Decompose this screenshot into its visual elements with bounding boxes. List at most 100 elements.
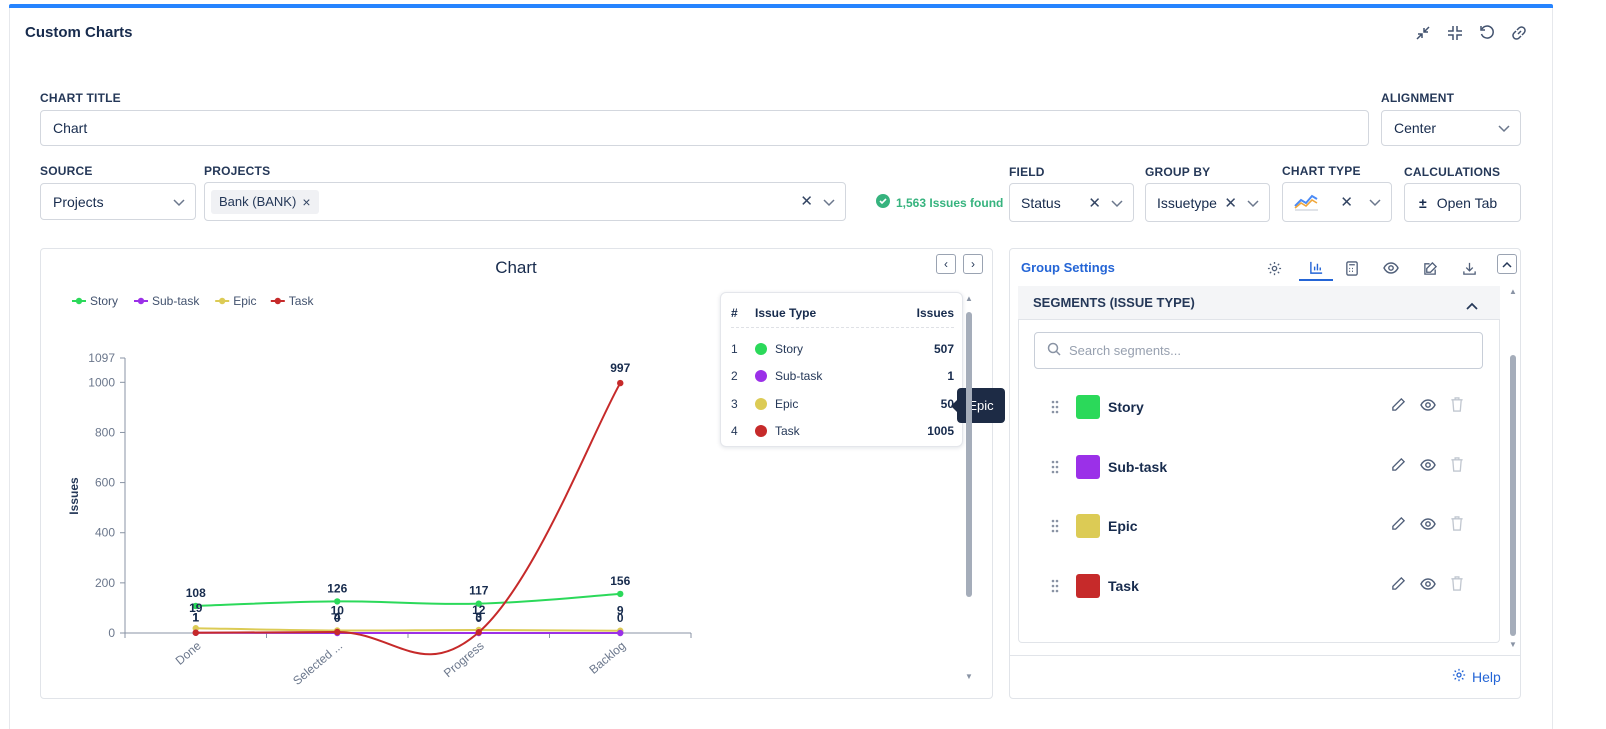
link-icon[interactable] <box>1508 22 1530 44</box>
chart-scrollbar[interactable] <box>966 312 972 597</box>
data-label: 3 <box>475 610 482 624</box>
data-point[interactable] <box>475 600 482 607</box>
plus-minus-icon: ± <box>1419 194 1427 211</box>
issues-found-status: 1,563 Issues found <box>876 194 1003 211</box>
legend-table-row[interactable]: 3 Epic 50 <box>731 390 954 417</box>
scroll-down-arrow[interactable]: ▼ <box>965 672 973 681</box>
chevron-down-icon <box>173 194 185 210</box>
projects-select[interactable]: Bank (BANK) × ✕ <box>204 182 846 221</box>
source-select[interactable]: Projects <box>40 183 196 220</box>
drag-handle-icon[interactable] <box>1050 578 1060 599</box>
drag-handle-icon[interactable] <box>1050 399 1060 420</box>
alignment-select[interactable]: Center <box>1381 110 1521 146</box>
segment-color-swatch[interactable] <box>1076 454 1100 479</box>
edit-icon[interactable] <box>1416 255 1444 281</box>
chevron-right-icon[interactable]: › <box>963 254 983 274</box>
data-point[interactable] <box>475 629 482 636</box>
clear-icon[interactable]: ✕ <box>800 193 813 210</box>
clear-icon[interactable]: ✕ <box>1224 195 1237 212</box>
chevron-left-icon[interactable]: ‹ <box>936 254 956 274</box>
clear-icon[interactable]: ✕ <box>1340 194 1353 211</box>
segments-header[interactable]: SEGMENTS (ISSUE TYPE) <box>1018 286 1500 320</box>
search-icon <box>1047 342 1061 359</box>
x-tick-label: Progress <box>441 639 487 681</box>
eye-icon[interactable] <box>1420 577 1436 595</box>
row-issues: 50 <box>940 396 954 411</box>
pencil-icon[interactable] <box>1391 516 1406 536</box>
groupby-label: GROUP BY <box>1145 165 1211 179</box>
row-issues: 1005 <box>927 424 954 438</box>
data-point[interactable] <box>192 629 199 636</box>
segment-actions <box>1391 576 1464 596</box>
pencil-icon[interactable] <box>1391 576 1406 596</box>
help-link[interactable]: Help <box>1452 668 1501 685</box>
trash-icon[interactable] <box>1450 397 1464 417</box>
calculator-icon[interactable] <box>1338 255 1366 281</box>
drag-handle-icon[interactable] <box>1050 518 1060 539</box>
eye-icon[interactable] <box>1420 398 1436 416</box>
segment-color-swatch[interactable] <box>1076 395 1100 419</box>
data-label: 108 <box>186 586 206 600</box>
source-label: SOURCE <box>40 164 93 178</box>
data-point[interactable] <box>192 625 199 632</box>
eye-icon[interactable] <box>1377 255 1405 281</box>
legend-table-row[interactable]: 4 Task 1005 <box>731 418 954 445</box>
trash-icon[interactable] <box>1450 576 1464 596</box>
data-point[interactable] <box>334 598 341 605</box>
chart-title-input[interactable]: Chart <box>40 110 1369 146</box>
chevron-up-icon[interactable] <box>1466 298 1478 313</box>
segment-row: Story <box>1050 392 1480 422</box>
pencil-icon[interactable] <box>1391 397 1406 417</box>
legend-table-row[interactable]: 2 Sub-task 1 <box>731 363 954 390</box>
scroll-down-arrow[interactable]: ▼ <box>1509 640 1517 649</box>
trash-icon[interactable] <box>1450 456 1464 477</box>
legend-item-epic[interactable]: Epic <box>233 294 256 308</box>
scroll-up-arrow[interactable]: ▲ <box>965 294 973 303</box>
scroll-up-arrow[interactable]: ▲ <box>1509 287 1517 296</box>
legend-item-story[interactable]: Story <box>90 294 118 308</box>
data-point[interactable] <box>617 629 624 637</box>
data-point[interactable] <box>617 590 624 598</box>
clear-icon[interactable]: ✕ <box>1088 195 1101 212</box>
projects-label: PROJECTS <box>204 164 271 178</box>
gear-icon <box>1452 668 1466 685</box>
data-point[interactable] <box>617 379 624 387</box>
legend-item-task[interactable]: Task <box>289 294 315 308</box>
collapse-icon[interactable] <box>1412 22 1434 44</box>
pencil-icon[interactable] <box>1391 457 1406 477</box>
collapse-panel-icon[interactable] <box>1497 254 1517 274</box>
remove-chip-icon[interactable]: × <box>302 193 311 210</box>
top-accent-bar <box>9 4 1553 8</box>
segment-color-swatch[interactable] <box>1076 574 1100 599</box>
y-tick-label: 600 <box>95 476 115 490</box>
trash-icon[interactable] <box>1450 516 1464 536</box>
settings-scrollbar[interactable] <box>1510 355 1516 636</box>
y-axis-label: Issues <box>67 477 81 515</box>
calculations-button[interactable]: ± Open Tab <box>1404 183 1521 222</box>
groupby-select[interactable]: Issuetype ✕ <box>1145 183 1270 222</box>
legend-table-row[interactable]: 1 Story 507 <box>731 335 954 362</box>
legend-item-sub-task[interactable]: Sub-task <box>152 294 200 308</box>
eye-icon[interactable] <box>1420 458 1436 476</box>
chevron-down-icon <box>1111 195 1123 211</box>
download-icon[interactable] <box>1455 255 1483 281</box>
segments-search-input[interactable]: Search segments... <box>1034 332 1483 369</box>
group-settings-title[interactable]: Group Settings <box>1021 260 1115 275</box>
data-label: 0 <box>617 611 624 625</box>
bar-chart-icon[interactable] <box>1299 255 1333 281</box>
issues-found-text: 1,563 Issues found <box>896 195 1004 210</box>
x-tick-label: Done <box>173 638 204 667</box>
chart-card <box>40 248 993 699</box>
data-point[interactable] <box>192 602 199 610</box>
color-dot <box>755 425 767 437</box>
refresh-icon[interactable] <box>1476 22 1498 44</box>
minimize-icon[interactable] <box>1444 22 1466 44</box>
eye-icon[interactable] <box>1420 517 1436 535</box>
segment-color-swatch[interactable] <box>1076 514 1100 539</box>
charttype-select[interactable]: ✕ <box>1282 182 1392 222</box>
gear-icon[interactable] <box>1260 255 1288 281</box>
field-select[interactable]: Status ✕ <box>1009 183 1134 222</box>
drag-handle-icon[interactable] <box>1050 459 1060 480</box>
data-point[interactable] <box>334 628 341 636</box>
